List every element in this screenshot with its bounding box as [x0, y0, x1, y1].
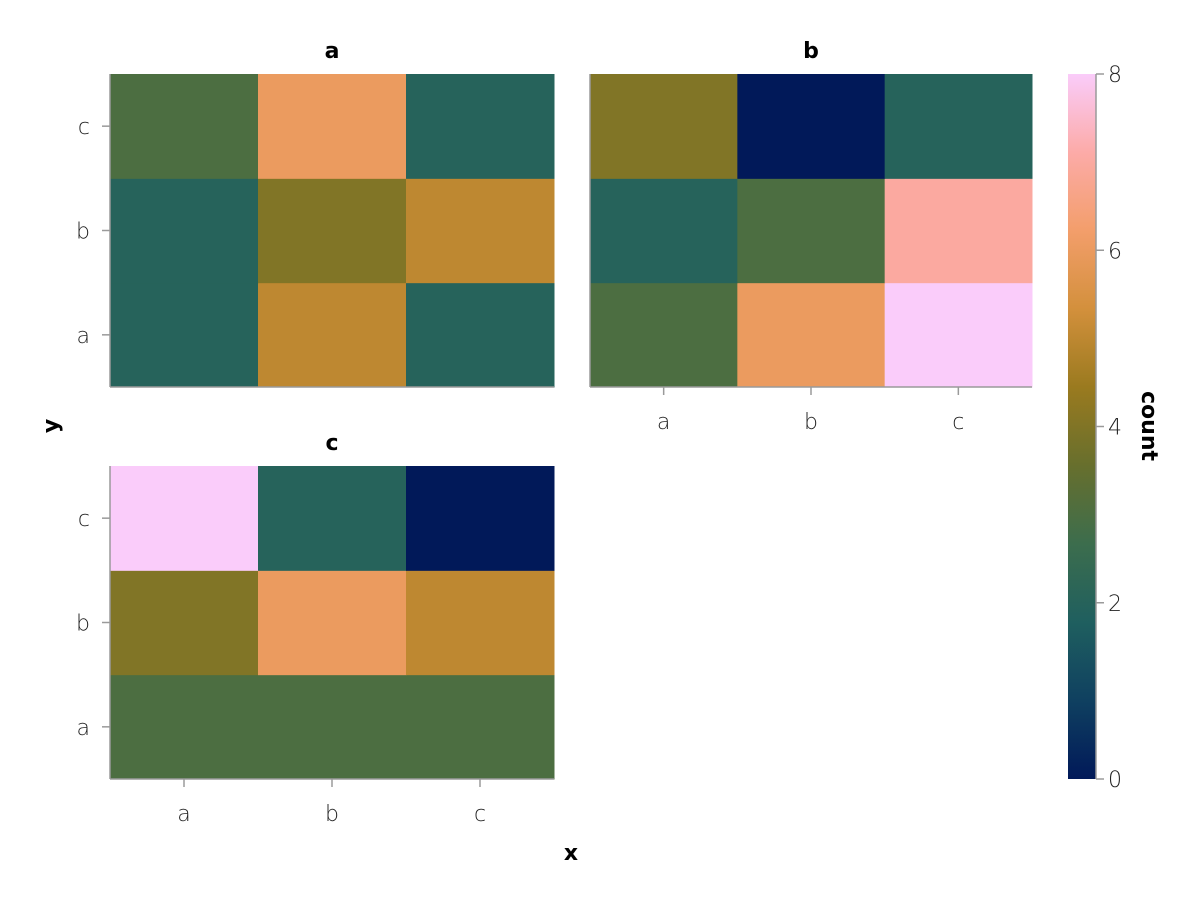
- heatmap-cell-b-c-c: [884, 74, 1033, 179]
- y-tick-label-c-c: c: [78, 507, 90, 532]
- panel-title-b: b: [803, 39, 819, 64]
- heatmap-cell-b-a-c: [590, 74, 738, 179]
- heatmap-cell-b-c-b: [884, 178, 1033, 284]
- y-tick-label-c-b: b: [76, 612, 90, 637]
- heatmap-cell-b-a-b: [590, 178, 738, 284]
- heatmap-cell-b-b-a: [737, 282, 886, 388]
- heatmap-cell-a-c-b: [406, 178, 555, 284]
- heatmap-cell-b-c-a: [884, 282, 1033, 388]
- heatmap-cell-a-c-a: [406, 282, 555, 388]
- heatmap-cell-b-a-a: [590, 282, 738, 388]
- colorbar: [1068, 74, 1096, 779]
- y-axis-title: y: [39, 419, 64, 433]
- heatmap-cell-a-a-a: [110, 282, 259, 388]
- heatmap-cell-b-b-b: [737, 178, 886, 284]
- heatmap-cell-b-b-c: [737, 74, 886, 179]
- heatmap-cell-c-c-c: [406, 466, 555, 571]
- heatmap-cell-a-b-a: [258, 282, 407, 388]
- panel-title-c: c: [325, 431, 338, 456]
- colorbar-tick-label-8: 8: [1108, 63, 1122, 88]
- colorbar-tick-label-2: 2: [1108, 592, 1122, 617]
- y-tick-label-c-a: a: [77, 716, 90, 741]
- heatmap-cell-a-c-c: [406, 74, 555, 179]
- x-tick-label-b-c: c: [952, 410, 964, 435]
- heatmap-cell-c-b-c: [258, 466, 407, 571]
- x-tick-label-b-a: a: [657, 410, 670, 435]
- heatmap-cell-a-a-b: [110, 178, 259, 284]
- x-tick-label-c-a: a: [177, 802, 190, 827]
- colorbar-tick-label-6: 6: [1108, 239, 1122, 264]
- heatmap-cell-a-b-c: [258, 74, 407, 179]
- x-tick-label-b-b: b: [804, 410, 818, 435]
- colorbar-tick-label-4: 4: [1108, 416, 1122, 441]
- colorbar-title: count: [1136, 391, 1161, 461]
- heatmap-cell-c-c-b: [406, 570, 555, 676]
- y-tick-label-a-a: a: [77, 324, 90, 349]
- panel-title-a: a: [325, 39, 340, 64]
- heatmap-cell-c-a-c: [110, 466, 259, 571]
- heatmap-cell-a-a-c: [110, 74, 259, 179]
- heatmap-cell-c-c-a: [406, 674, 555, 780]
- heatmap-cell-c-b-a: [258, 674, 407, 780]
- heatmap-cell-c-a-b: [110, 570, 259, 676]
- x-tick-label-c-b: b: [325, 802, 339, 827]
- x-axis-title: x: [564, 841, 578, 866]
- x-tick-label-c-c: c: [474, 802, 486, 827]
- colorbar-tick-label-0: 0: [1108, 768, 1122, 793]
- heatmap-cell-c-b-b: [258, 570, 407, 676]
- y-tick-label-a-c: c: [78, 115, 90, 140]
- heatmap-cell-a-b-b: [258, 178, 407, 284]
- y-tick-label-a-b: b: [76, 220, 90, 245]
- heatmap-cell-c-a-a: [110, 674, 259, 780]
